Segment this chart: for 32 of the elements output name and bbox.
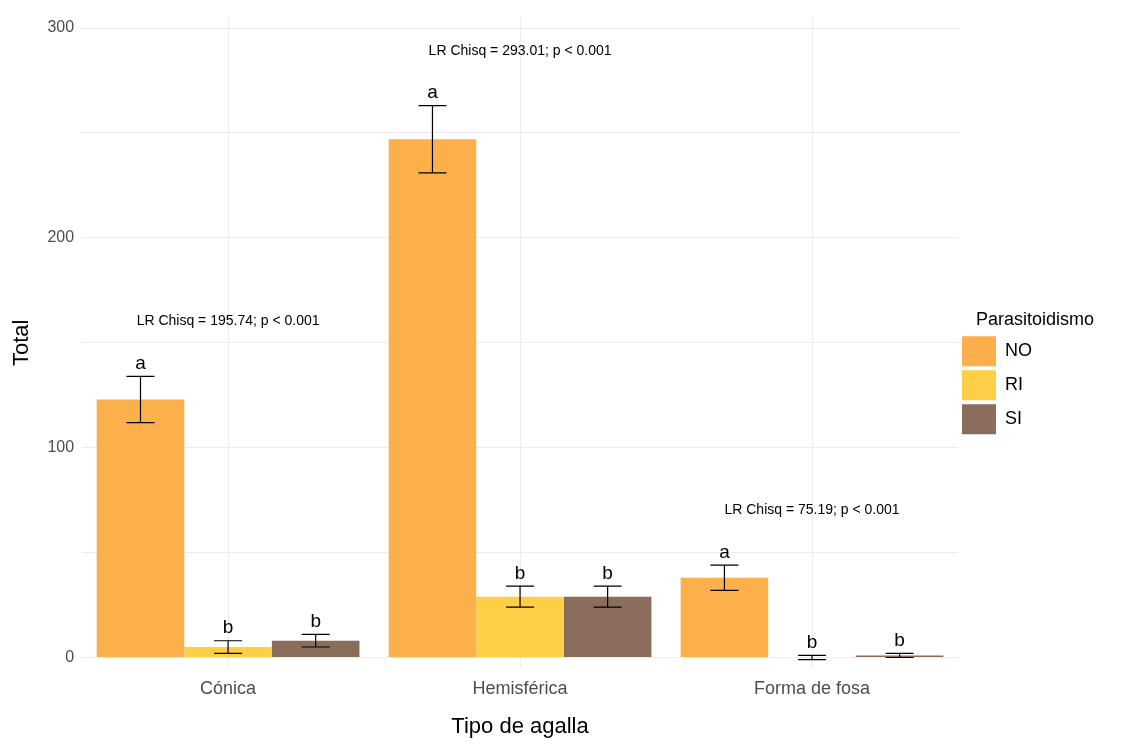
data-label: b: [602, 561, 613, 583]
data-label: b: [806, 631, 818, 653]
legend-title: Parasitoidismo: [975, 308, 1095, 329]
data-label: b: [514, 561, 526, 583]
bar: [184, 647, 272, 658]
annotation: LR Chisq = 75.19; p < 0.001: [724, 501, 900, 518]
bar: [388, 139, 477, 658]
legend-label: NO: [1005, 340, 1032, 361]
data-label: a: [719, 540, 731, 562]
data-label: a: [427, 81, 439, 103]
data-label: a: [135, 352, 147, 374]
data-label: b: [222, 616, 234, 638]
bar: [476, 596, 564, 658]
y-tick-label: 0: [65, 647, 75, 665]
bar: [563, 596, 652, 658]
legend-label: RI: [1005, 374, 1023, 395]
y-axis-title: Total: [8, 319, 34, 367]
y-tick-label: 200: [47, 228, 75, 246]
annotation: LR Chisq = 195.74; p < 0.001: [136, 312, 320, 329]
x-axis-title: Tipo de agalla: [451, 712, 590, 738]
legend-label: SI: [1005, 408, 1023, 429]
annotation: LR Chisq = 293.01; p < 0.001: [428, 41, 612, 58]
x-tick-label: Cónica: [200, 677, 258, 698]
data-label: b: [894, 629, 905, 651]
data-label: b: [310, 610, 321, 632]
x-tick-label: Hemisférica: [472, 677, 569, 698]
y-tick-label: 100: [47, 438, 75, 456]
bar: [271, 640, 360, 658]
x-tick-label: Forma de fosa: [753, 677, 872, 698]
bar: [96, 399, 185, 658]
y-tick-label: 300: [47, 18, 75, 36]
bar: [680, 577, 769, 658]
